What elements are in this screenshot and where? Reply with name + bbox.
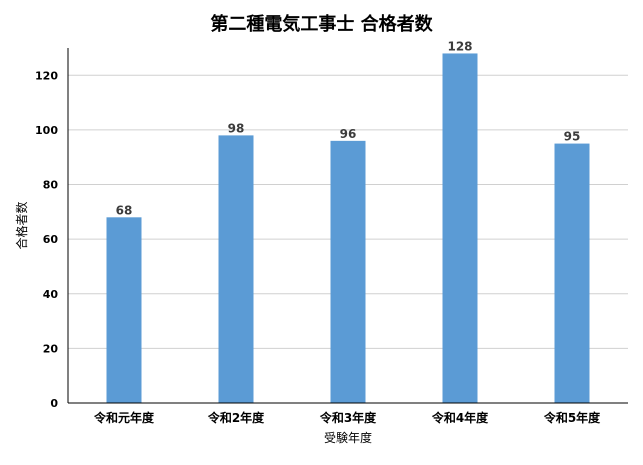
x-tick-label: 令和5年度 [543, 410, 601, 425]
data-label: 68 [116, 203, 133, 217]
x-tick-label: 令和4年度 [431, 410, 489, 425]
data-label: 95 [564, 130, 581, 144]
bar [554, 143, 590, 404]
labels: 0 20 40 60 80 100 120 68 令和元年度 98 令和2年度 96 令和3年度 128 令… [14, 39, 601, 445]
y-tick-label: 20 [43, 342, 59, 355]
y-axis-title: 合格者数 [14, 201, 29, 249]
axes [67, 48, 628, 404]
data-label: 98 [228, 121, 245, 135]
data-label: 128 [447, 39, 472, 53]
x-tick-label: 令和元年度 [93, 410, 155, 425]
bars [106, 53, 590, 404]
bar [106, 217, 142, 403]
y-tick-label: 100 [35, 124, 58, 137]
x-tick-label: 令和3年度 [319, 410, 377, 425]
y-tick-label: 60 [43, 233, 59, 246]
data-label: 96 [340, 127, 357, 141]
y-tick-label: 40 [43, 288, 59, 301]
bar [218, 135, 254, 403]
x-tick-label: 令和2年度 [207, 410, 265, 425]
bar [330, 140, 366, 403]
y-tick-label: 0 [50, 397, 58, 410]
y-tick-label: 120 [35, 69, 58, 82]
y-tick-label: 80 [43, 179, 59, 192]
x-axis-title: 受験年度 [324, 430, 372, 445]
chart-title: 第二種電気工事士 合格者数 [210, 14, 433, 35]
bar [442, 53, 478, 403]
